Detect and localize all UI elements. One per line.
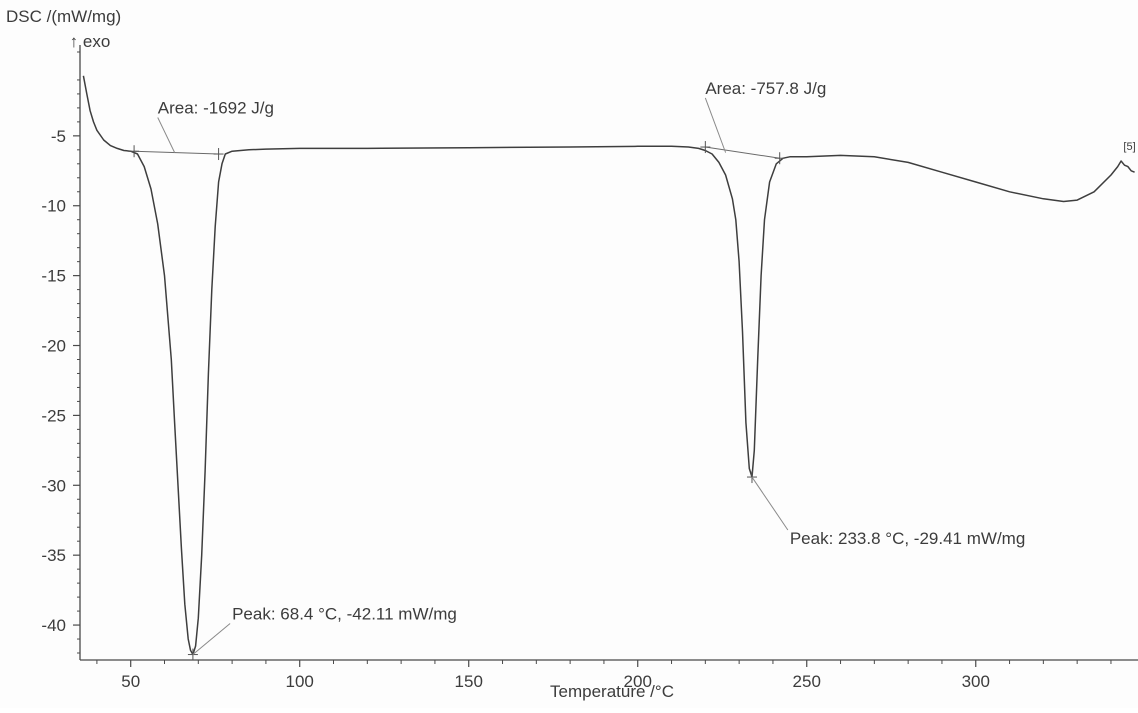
annotation-leader [157, 117, 176, 153]
ticks-layer: -5 -10 -15 -20 -25 -30 -35 -40 50 100 150 200 250 300 [41, 51, 1112, 691]
axes-layer [79, 45, 1138, 661]
peak-baseline [134, 150, 219, 155]
annotation-label: Peak: 68.4 °C, -42.11 mW/mg [232, 604, 457, 623]
y-axis-title: DSC /(mW/mg) [6, 7, 121, 26]
y-tick-label: -5 [51, 127, 66, 146]
y-tick-label: -40 [41, 616, 66, 635]
annotation-label: Peak: 233.8 °C, -29.41 mW/mg [790, 529, 1025, 548]
annotation-label: Area: -1692 J/g [158, 98, 274, 117]
y-tick-label: -10 [41, 197, 66, 216]
annotation-label: Area: -757.8 J/g [705, 79, 826, 98]
x-tick-label: 300 [962, 672, 990, 691]
x-tick-label: 150 [455, 672, 483, 691]
dsc-curve [82, 75, 1135, 656]
annotations-layer: Area: -1692 J/g Area: -757.8 J/g Peak: 68.… [157, 79, 1136, 655]
y-tick-label: -20 [41, 337, 66, 356]
annotation-leader [704, 97, 727, 153]
x-tick-label: 250 [793, 672, 821, 691]
y-tick-label: -35 [41, 546, 66, 565]
annotation-leader [751, 476, 789, 531]
x-axis-title: Temperature /°C [550, 682, 674, 701]
x-tick-label: 200 [624, 672, 652, 691]
y-tick-label: -15 [41, 267, 66, 286]
segment-label: [5] [1123, 141, 1135, 153]
x-tick-label: 50 [121, 672, 140, 691]
y-tick-label: -25 [41, 406, 66, 425]
peak-baseline [705, 146, 780, 159]
y-axis-exo-direction: ↑ exo [70, 32, 111, 51]
x-tick-label: 100 [286, 672, 314, 691]
annotation-leader [192, 623, 231, 655]
curve-layer [82, 75, 1135, 661]
y-tick-label: -30 [41, 476, 66, 495]
